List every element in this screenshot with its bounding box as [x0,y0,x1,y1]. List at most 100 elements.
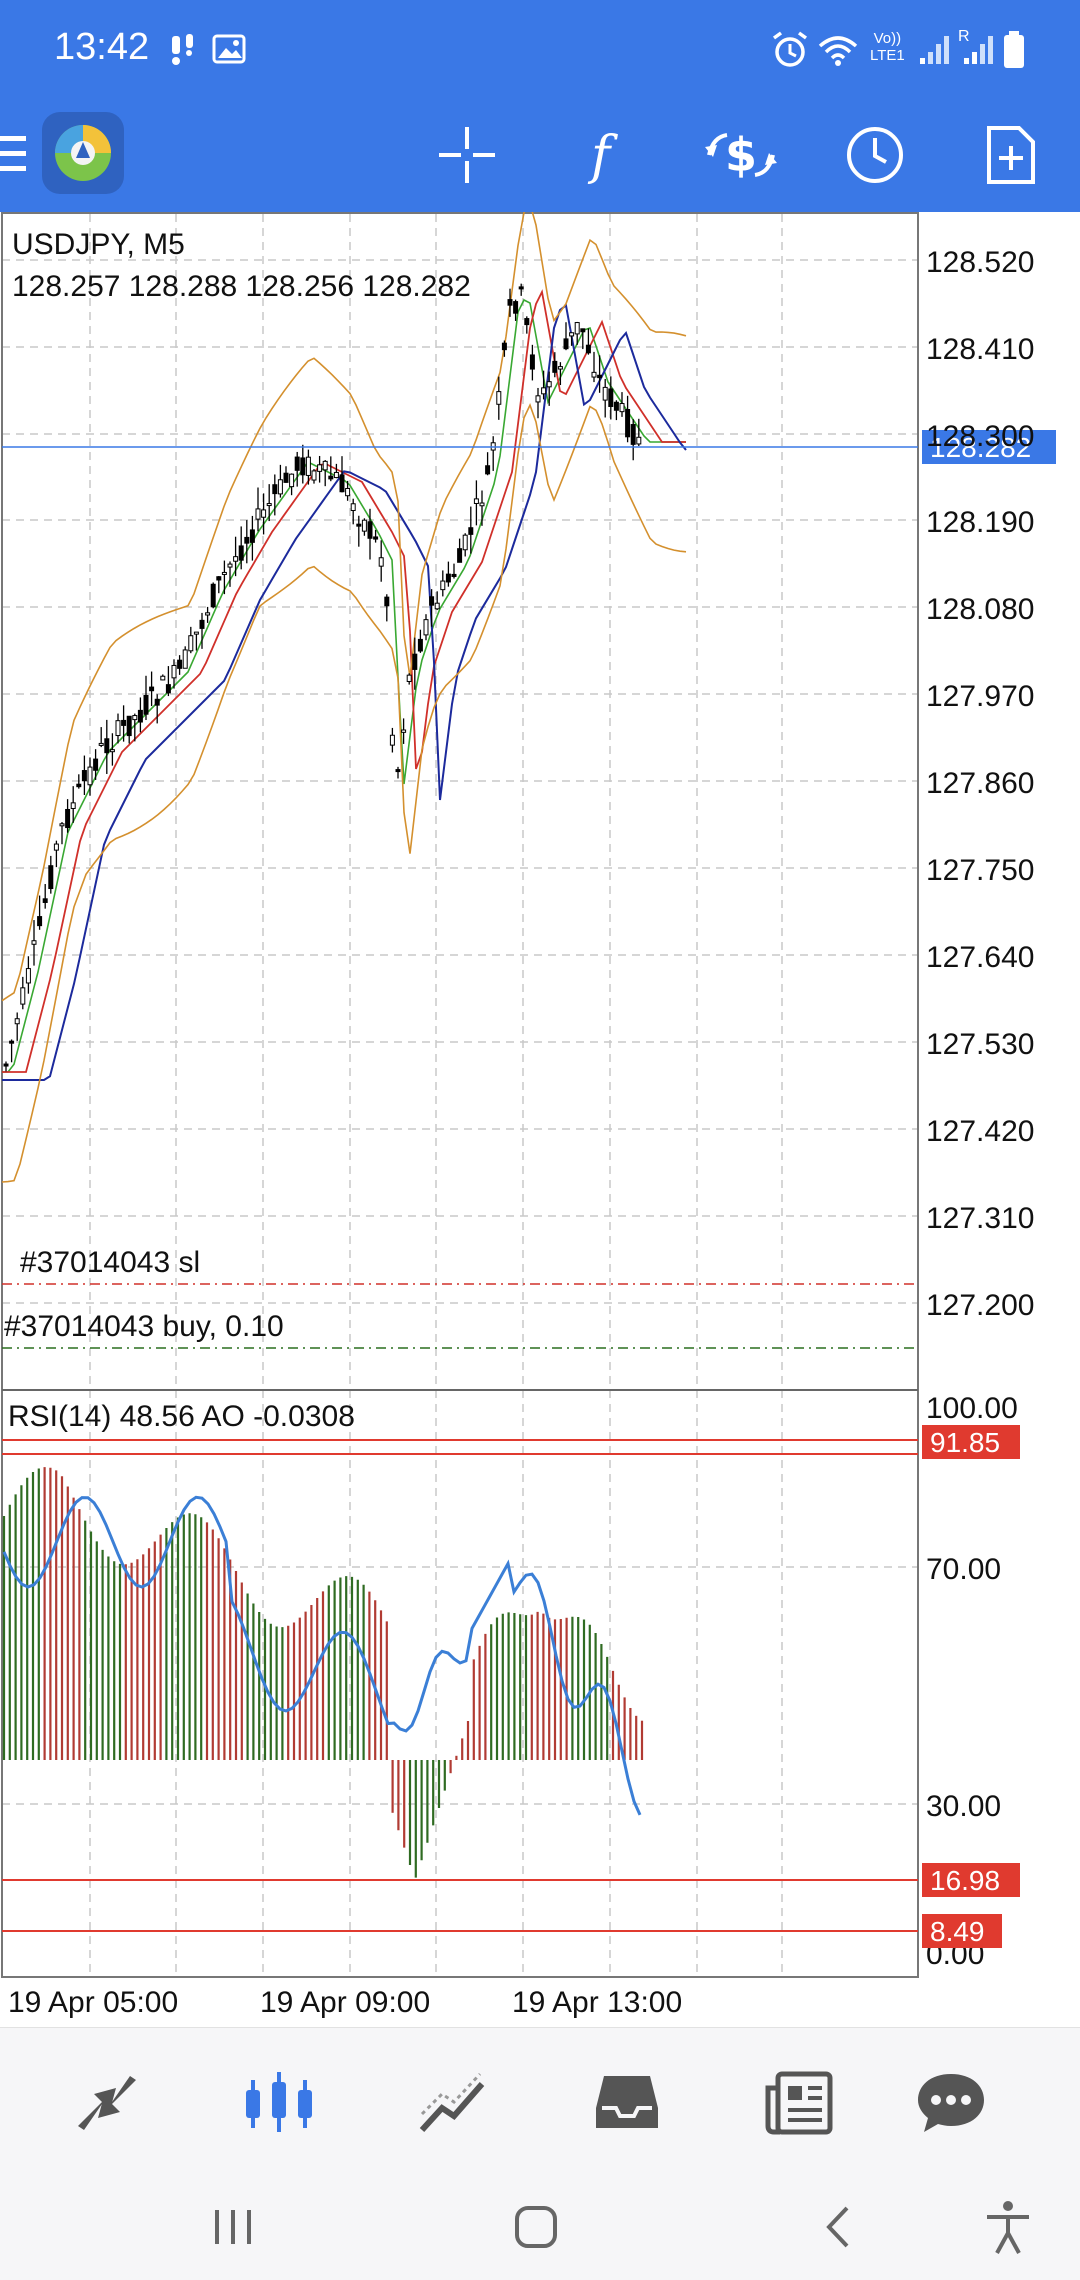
candle-body [361,519,367,532]
candle-body [193,631,199,635]
chat-icon [918,2074,984,2132]
image-icon [212,34,246,64]
nav-chart[interactable] [234,2058,324,2148]
candle-body [479,502,485,507]
svg-text:$: $ [725,128,757,182]
news-icon [765,2071,833,2135]
bollinger-lower-line [1,403,687,1183]
current-price-label: 128.282 [930,432,1031,463]
candle-body [378,557,384,567]
candle-body [277,479,283,495]
price-tick: 127.200 [926,1289,1034,1322]
back-button[interactable] [800,2192,880,2262]
price-tick: 127.750 [926,854,1034,887]
candle-body [485,465,491,475]
chart-grid [2,214,918,1976]
trade-button[interactable]: $ [696,110,786,200]
status-time: 13:42 [54,26,150,68]
trade-icon: $ [705,128,777,182]
nav-trade[interactable] [408,2058,498,2148]
alarm-icon [772,31,808,67]
price-tick: 127.310 [926,1202,1034,1235]
candle-body [115,720,121,737]
home-button[interactable] [496,2192,576,2262]
candle-body [473,498,479,504]
candle-body [233,556,239,562]
price-tick: 128.410 [926,333,1034,366]
metatrader-logo-icon[interactable] [42,112,124,194]
indicator-tick: 100.00 [926,1392,1018,1425]
nav-chat[interactable] [906,2058,996,2148]
rsi-line [2,1495,642,1816]
history-icon [596,2076,658,2128]
candle-body [37,916,43,927]
candle-body [585,344,591,354]
price-chart[interactable]: 128.282 #37014043 sl #37014043 buy, 0.10… [0,212,1080,2027]
candle-body [423,619,429,636]
buy-order-label: #37014043 buy, 0.10 [4,1310,284,1343]
candle-body [154,698,160,706]
candle-body [31,940,37,945]
level-badge [922,1914,1002,1948]
candle-body [630,424,636,445]
candle-body [384,596,390,607]
candle-body [182,649,188,669]
menu-icon[interactable] [0,132,28,176]
candle-body [76,783,82,788]
timeframe-button[interactable] [830,110,920,200]
nav-history[interactable] [582,2058,672,2148]
candle-body [608,388,614,407]
candle-body [171,664,177,679]
clock-icon [847,127,903,183]
signal-icon [920,36,949,64]
candle-body [333,471,339,479]
candle-body [143,695,149,715]
price-tick: 127.530 [926,1028,1034,1061]
ma-fast-line [2,298,686,1073]
nav-news[interactable] [754,2058,844,2148]
candle-body [529,354,535,370]
candle-body [199,619,205,629]
candle-body [557,366,563,370]
candle-body [373,536,379,540]
new-order-button[interactable] [966,110,1056,200]
candle-body [574,322,580,335]
candle-body [401,729,407,733]
moving-averages [1,212,687,1183]
candle-body [59,823,65,827]
symbol-title: USDJPY, M5 [12,228,185,261]
candle-body [317,464,323,472]
recent-apps-icon [215,2210,251,2244]
candle-body [3,1063,9,1067]
candle-body [412,653,418,670]
price-tick: 127.420 [926,1115,1034,1148]
price-tick: 128.190 [926,506,1034,539]
awesome-oscillator-bars [2,1467,644,1878]
price-tick: 128.300 [926,420,1034,453]
candle-body [367,521,373,539]
chart-area[interactable]: 128.282 #37014043 sl #37014043 buy, 0.10… [0,212,1080,2027]
candle-body [294,456,300,471]
candle-body [350,503,356,512]
recent-apps-button[interactable] [194,2192,274,2262]
current-price-badge [922,430,1056,464]
crosshair-button[interactable] [422,110,512,200]
battery-icon [1004,31,1024,68]
indicators-button[interactable]: f [558,110,648,200]
stop-loss-label: #37014043 sl [20,1246,200,1279]
accessibility-button[interactable] [968,2192,1048,2262]
candle-body [563,338,569,350]
time-tick: 19 Apr 09:00 [260,1986,430,2019]
candle-body [121,719,127,726]
candle-body [210,583,216,608]
candle-body [468,527,474,535]
candle-body [322,460,328,471]
candle-body [93,758,99,771]
candle-body [507,299,513,306]
chart-frame [1,212,919,1978]
candle-body [356,523,362,527]
candle-body [619,403,625,413]
candle-body [244,536,250,544]
roaming-label: R [958,28,970,45]
nav-quotes[interactable] [62,2058,152,2148]
